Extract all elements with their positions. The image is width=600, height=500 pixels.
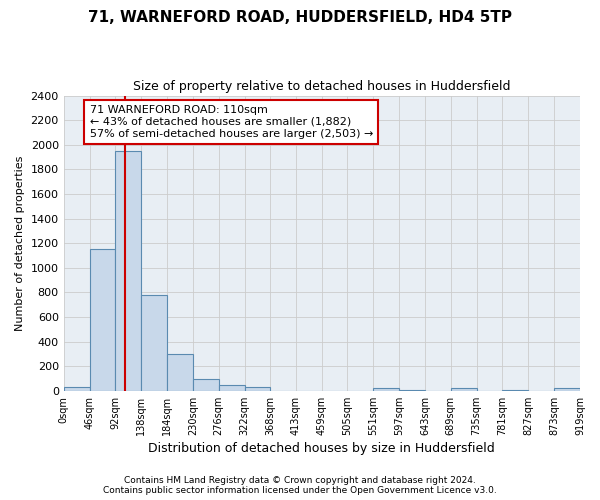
Bar bbox=[554, 388, 580, 391]
Bar bbox=[115, 151, 141, 391]
Bar bbox=[245, 387, 271, 391]
Bar bbox=[373, 388, 399, 391]
Bar bbox=[89, 250, 115, 391]
Bar bbox=[141, 295, 167, 391]
Bar bbox=[502, 390, 529, 391]
X-axis label: Distribution of detached houses by size in Huddersfield: Distribution of detached houses by size … bbox=[148, 442, 495, 455]
Y-axis label: Number of detached properties: Number of detached properties bbox=[15, 156, 25, 331]
Text: Contains HM Land Registry data © Crown copyright and database right 2024.
Contai: Contains HM Land Registry data © Crown c… bbox=[103, 476, 497, 495]
Bar bbox=[167, 354, 193, 391]
Bar bbox=[451, 388, 476, 391]
Bar bbox=[399, 390, 425, 391]
Bar bbox=[219, 384, 245, 391]
Bar bbox=[64, 387, 89, 391]
Bar bbox=[193, 378, 219, 391]
Title: Size of property relative to detached houses in Huddersfield: Size of property relative to detached ho… bbox=[133, 80, 511, 93]
Text: 71, WARNEFORD ROAD, HUDDERSFIELD, HD4 5TP: 71, WARNEFORD ROAD, HUDDERSFIELD, HD4 5T… bbox=[88, 10, 512, 25]
Text: 71 WARNEFORD ROAD: 110sqm
← 43% of detached houses are smaller (1,882)
57% of se: 71 WARNEFORD ROAD: 110sqm ← 43% of detac… bbox=[89, 106, 373, 138]
